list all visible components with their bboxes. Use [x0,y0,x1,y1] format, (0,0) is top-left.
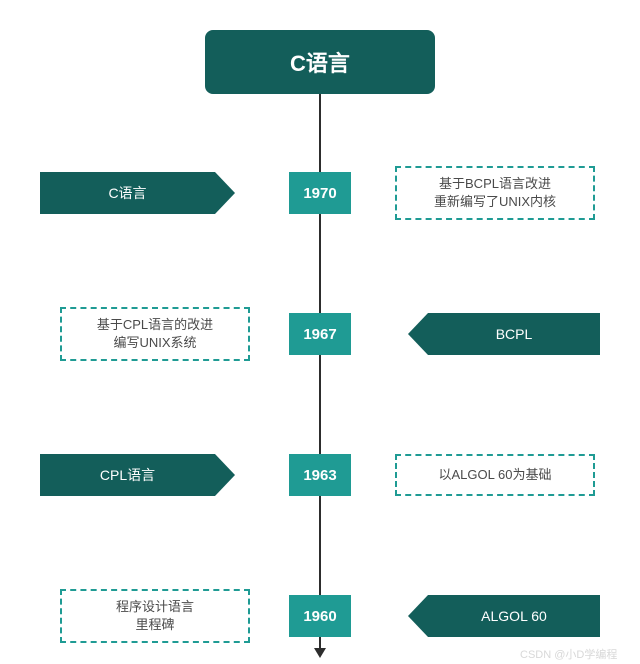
tag-label: CPL语言 [100,465,155,485]
year-1963: 1963 [289,454,351,496]
watermark: CSDN @小D学编程 [520,646,617,662]
desc-1970: 基于BCPL语言改进 重新编写了UNIX内核 [395,166,595,220]
diagram-title: C语言 [205,30,435,94]
timeline-arrowhead [314,648,326,658]
year-label: 1967 [303,326,336,343]
year-label: 1970 [303,185,336,202]
tag-label: ALGOL 60 [481,608,547,624]
desc-text: 以ALGOL 60为基础 [439,466,552,484]
tag-label: BCPL [496,326,533,342]
tag-bcpl: BCPL [428,313,600,355]
year-1970: 1970 [289,172,351,214]
tag-cpl: CPL语言 [40,454,215,496]
tag-algol60: ALGOL 60 [428,595,600,637]
desc-text: 程序设计语言 里程碑 [116,598,194,634]
desc-1967: 基于CPL语言的改进 编写UNIX系统 [60,307,250,361]
desc-text: 基于BCPL语言改进 重新编写了UNIX内核 [434,175,556,211]
tag-c-language: C语言 [40,172,215,214]
year-label: 1963 [303,467,336,484]
desc-1963: 以ALGOL 60为基础 [395,454,595,496]
year-1960: 1960 [289,595,351,637]
year-1967: 1967 [289,313,351,355]
desc-text: 基于CPL语言的改进 编写UNIX系统 [97,316,213,352]
desc-1960: 程序设计语言 里程碑 [60,589,250,643]
tag-label: C语言 [108,183,146,203]
year-label: 1960 [303,608,336,625]
timeline-diagram: C语言 C语言 1970 基于BCPL语言改进 重新编写了UNIX内核 基于CP… [0,0,640,664]
